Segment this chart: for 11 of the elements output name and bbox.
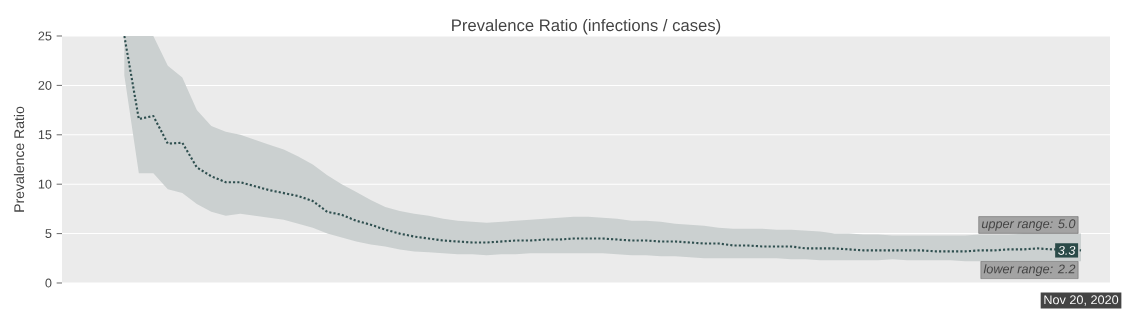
y-tick-label: 20 <box>38 80 52 90</box>
annotation: lower range: 2.2 <box>983 264 1076 276</box>
y-tick-label: 15 <box>38 130 52 140</box>
y-tick-label: 0 <box>45 278 52 288</box>
y-tick-label: 5 <box>45 229 52 239</box>
chart-title: Prevalence Ratio (infections / cases) <box>452 18 721 35</box>
annotation: upper range: 5.0 <box>981 219 1076 231</box>
y-tick-label: 25 <box>38 31 52 41</box>
y-tick-label: 10 <box>38 179 52 189</box>
x-tick-label: Nov 20, 2020 <box>1044 295 1119 306</box>
y-axis-title: Prevalence Ratio <box>13 106 25 212</box>
